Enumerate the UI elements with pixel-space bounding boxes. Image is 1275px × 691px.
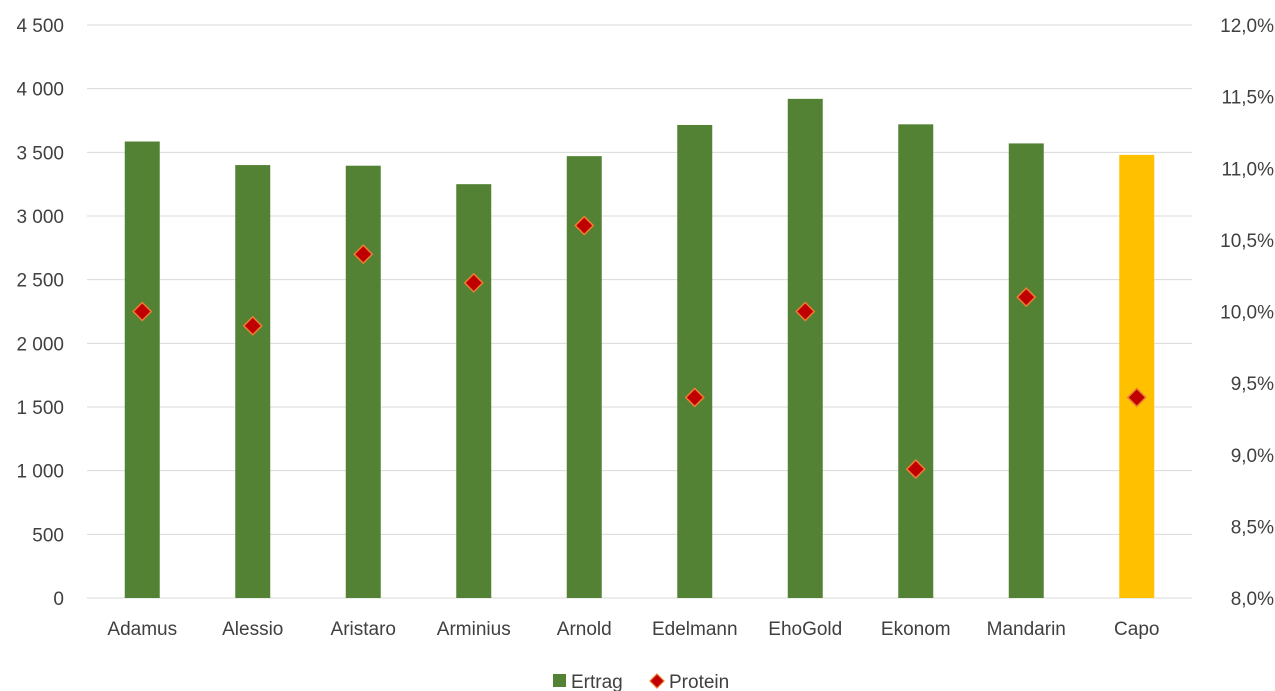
category-label: Mandarin (987, 619, 1066, 640)
left-tick-label: 2 500 (16, 271, 64, 292)
legend-protein-swatch (649, 673, 665, 689)
protein-markers (132, 215, 1147, 480)
protein-point-aristaro (353, 244, 374, 265)
left-tick-label: 1 500 (16, 398, 64, 419)
category-label: Ekonom (881, 619, 951, 640)
category-label: Arminius (437, 619, 511, 640)
protein-point-edelmann (684, 387, 705, 408)
category-label: Edelmann (652, 619, 738, 640)
category-label: Alessio (222, 619, 283, 640)
left-tick-label: 4 000 (16, 80, 64, 101)
bar-adamus (124, 141, 160, 598)
category-label: Aristaro (331, 619, 396, 640)
protein-point-capo (1126, 387, 1147, 408)
left-axis-ticks: 0 500 1 000 1 500 2 000 2 500 3 000 3 500 4 000 4… (16, 16, 64, 610)
protein-point-mandarin (1016, 287, 1037, 308)
legend-ertrag-label: Ertrag (571, 672, 623, 691)
category-label: Adamus (107, 619, 177, 640)
legend-protein-label: Protein (669, 672, 729, 691)
gridlines (87, 24, 1192, 599)
category-axis-labels: Adamus Alessio Aristaro Arminius Arnold Edelm… (107, 619, 1159, 640)
right-tick-label: 11,0% (1222, 159, 1275, 180)
protein-point-ekonom (905, 459, 926, 480)
protein-point-alessio (242, 315, 263, 336)
right-tick-label: 11,5% (1222, 88, 1275, 109)
bar-aristaro (345, 165, 381, 598)
right-tick-label: 10,0% (1220, 303, 1274, 324)
left-tick-label: 2 000 (16, 334, 64, 355)
left-tick-label: 0 (53, 589, 64, 610)
left-tick-label: 3 500 (16, 143, 64, 164)
right-tick-label: 8,0% (1231, 589, 1274, 610)
right-tick-label: 10,5% (1220, 231, 1274, 252)
protein-point-arminius (463, 272, 484, 293)
legend-ertrag-swatch (553, 674, 566, 687)
bar-edelmann (677, 124, 713, 598)
bar-arminius (456, 184, 492, 598)
protein-point-ehogold (795, 301, 816, 322)
left-tick-label: 500 (32, 525, 64, 546)
protein-point-adamus (132, 301, 153, 322)
left-tick-label: 1 000 (16, 462, 64, 483)
bar-capo (1119, 154, 1155, 598)
right-tick-label: 12,0% (1220, 16, 1274, 37)
right-tick-label: 9,5% (1231, 374, 1274, 395)
bar-alessio (235, 165, 271, 599)
bar-mandarin (1008, 143, 1044, 599)
left-tick-label: 4 500 (16, 16, 64, 37)
protein-point-arnold (574, 215, 595, 236)
bar-ekonom (898, 124, 934, 598)
category-label: Capo (1114, 619, 1159, 640)
category-label: EhoGold (768, 619, 842, 640)
ertrag-bars (124, 98, 1155, 599)
category-label: Arnold (557, 619, 612, 640)
right-tick-label: 8,5% (1231, 517, 1274, 538)
legend: Ertrag Protein (553, 672, 729, 691)
right-tick-label: 9,0% (1231, 446, 1274, 467)
left-tick-label: 3 000 (16, 207, 64, 228)
bar-ehogold (787, 98, 823, 598)
right-axis-ticks: 8,0% 8,5% 9,0% 9,5% 10,0% 10,5% 11,0% 11,5% 12,0… (1220, 16, 1274, 610)
